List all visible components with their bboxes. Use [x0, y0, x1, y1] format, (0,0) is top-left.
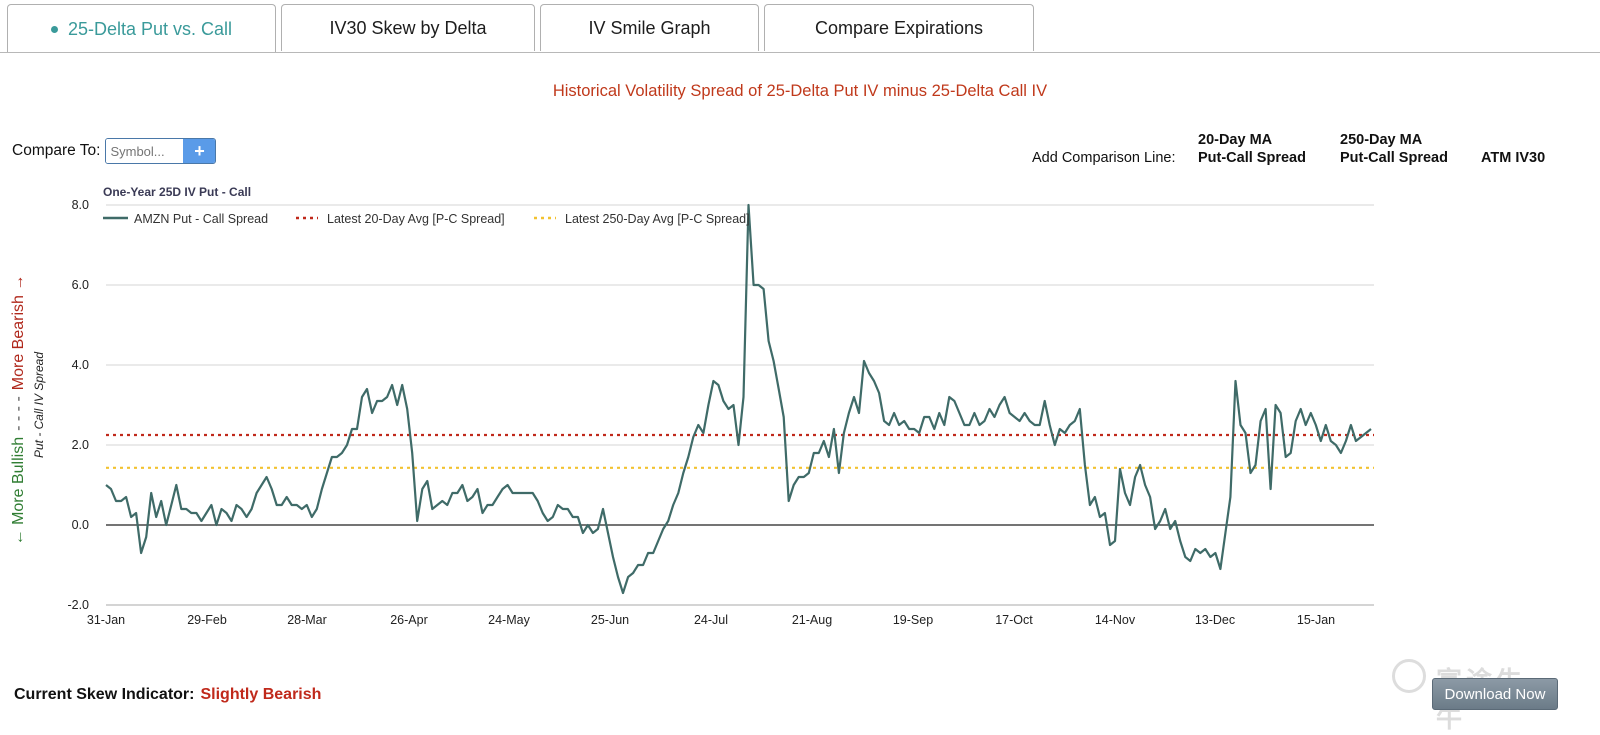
x-tick-label: 21-Aug	[792, 613, 832, 627]
tab-label: IV Smile Graph	[588, 17, 711, 38]
legend: AMZN Put - Call Spread Latest 20-Day Avg…	[103, 212, 750, 226]
tab-bar: 25-Delta Put vs. Call IV30 Skew by Delta…	[0, 0, 1600, 53]
x-tick-label: 24-May	[488, 613, 530, 627]
option-line2: Put-Call Spread	[1198, 150, 1306, 166]
futu-logo-icon	[1392, 659, 1426, 693]
tab-label: Compare Expirations	[814, 17, 984, 38]
grid	[106, 204, 1374, 606]
more-bearish-label: More Bearish →	[10, 275, 27, 391]
compare-box: +	[105, 138, 217, 164]
x-tick-label: 14-Nov	[1095, 613, 1136, 627]
x-tick-label: 31-Jan	[87, 613, 125, 627]
x-tick-label: 28-Mar	[287, 613, 327, 627]
option-line1: 250-Day MA	[1340, 132, 1423, 148]
y-axis: -2.0 0.0 2.0 4.0 6.0 8.0	[67, 198, 89, 612]
reference-lines	[106, 433, 1374, 469]
legend-item-ma250[interactable]: Latest 250-Day Avg [P-C Spread]	[565, 212, 750, 226]
x-tick-label: 15-Jan	[1297, 613, 1335, 627]
chart-page-title: Historical Volatility Spread of 25-Delta…	[552, 82, 1048, 100]
x-tick-label: 25-Jun	[591, 613, 629, 627]
tab-label: 25-Delta Put vs. Call	[67, 18, 233, 39]
y-axis-label: Put - Call IV Spread	[32, 352, 46, 458]
x-tick-label: 26-Apr	[390, 613, 428, 627]
comparison-option-250-day-ma[interactable]: 250-Day MA Put-Call Spread	[1340, 131, 1448, 167]
comparison-option-atm-iv30[interactable]: ATM IV30	[1481, 149, 1545, 167]
more-bullish-label: ← More Bullish	[10, 437, 27, 545]
y-tick-label: 6.0	[72, 278, 89, 292]
y-tick-label: 2.0	[72, 438, 89, 452]
series-line-amzn-put-call-spread	[105, 203, 1372, 595]
option-line2: Put-Call Spread	[1340, 150, 1448, 166]
y-tick-label: 4.0	[72, 358, 89, 372]
tab-iv30-skew-by-delta[interactable]: IV30 Skew by Delta	[281, 4, 535, 51]
put-call-spread-chart: One-Year 25D IV Put - Call -2.0 0.0 2.0 4.0…	[10, 185, 1374, 627]
option-line1: ATM IV30	[1481, 150, 1546, 166]
y-tick-label: -2.0	[67, 598, 89, 612]
y-tick-label: 8.0	[72, 198, 89, 212]
x-tick-label: 13-Dec	[1195, 613, 1235, 627]
x-tick-label: 19-Sep	[893, 613, 933, 627]
x-tick-label: 24-Jul	[694, 613, 728, 627]
tab-25-delta-put-vs-call[interactable]: 25-Delta Put vs. Call	[7, 4, 276, 53]
skew-value: Slightly Bearish	[200, 686, 322, 703]
chart-title: One-Year 25D IV Put - Call	[103, 185, 251, 199]
tab-divider	[0, 52, 1600, 53]
tab-iv-smile-graph[interactable]: IV Smile Graph	[540, 4, 759, 51]
current-skew-indicator: Current Skew Indicator: Slightly Bearish	[14, 686, 321, 704]
tab-label: IV30 Skew by Delta	[329, 17, 487, 38]
x-tick-label: 29-Feb	[187, 613, 227, 627]
download-now-button[interactable]: Download Now	[1432, 678, 1558, 710]
option-line1: 20-Day MA	[1198, 132, 1273, 148]
symbol-input[interactable]	[106, 139, 184, 163]
legend-item-series[interactable]: AMZN Put - Call Spread	[134, 212, 268, 226]
add-comparison-label: Add Comparison Line:	[1032, 150, 1176, 166]
x-axis: 31-Jan 29-Feb 28-Mar 26-Apr 24-May 25-Jun 24-J…	[87, 613, 1335, 627]
sentiment-axis-label: ← More Bullish - - - - More Bearish →	[10, 275, 27, 546]
y-tick-label: 0.0	[72, 518, 89, 532]
sentiment-separator: - - - -	[10, 396, 27, 431]
x-tick-label: 17-Oct	[995, 613, 1033, 627]
skew-label: Current Skew Indicator:	[14, 686, 195, 703]
compare-label: Compare To:	[12, 142, 101, 159]
active-dot-icon	[50, 25, 58, 33]
tab-compare-expirations[interactable]: Compare Expirations	[764, 4, 1034, 51]
comparison-option-20-day-ma[interactable]: 20-Day MA Put-Call Spread	[1198, 131, 1306, 167]
legend-item-ma20[interactable]: Latest 20-Day Avg [P-C Spread]	[327, 212, 505, 226]
compare-to: Compare To: +	[12, 138, 217, 164]
add-symbol-button[interactable]: +	[183, 139, 216, 163]
